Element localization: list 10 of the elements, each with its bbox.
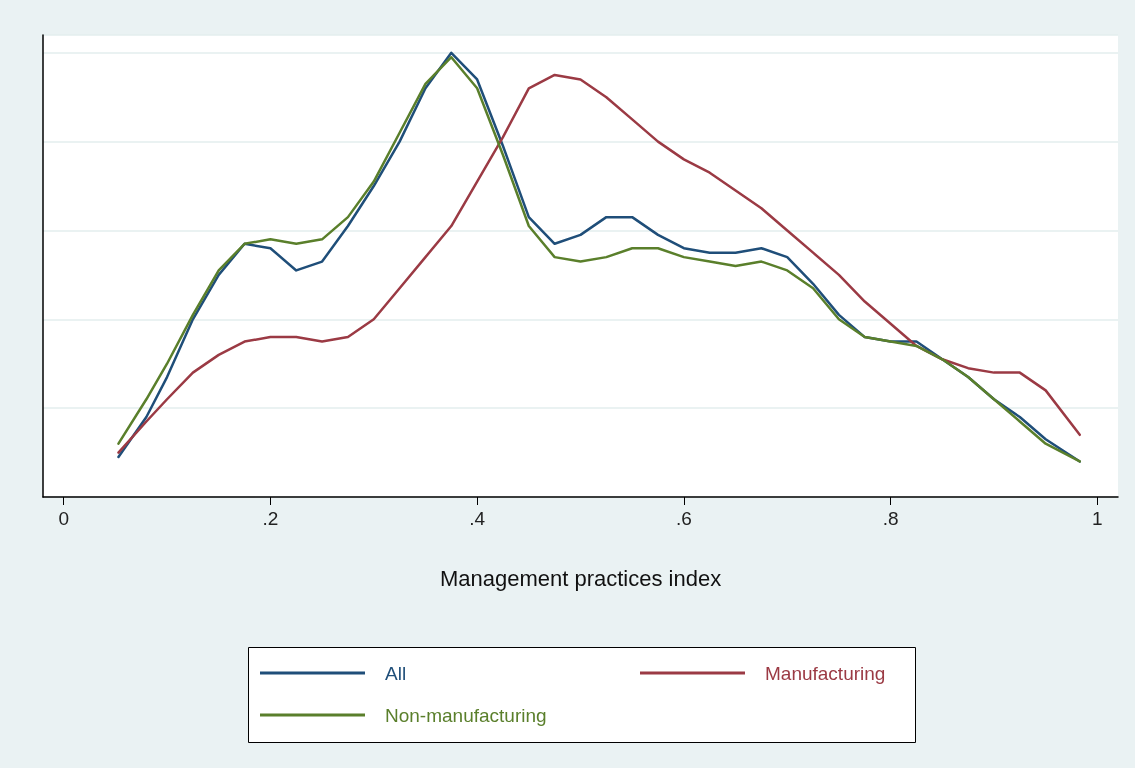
text: Non-manufacturing — [385, 704, 547, 726]
x-tick-label: .4 — [469, 508, 486, 529]
x-tick-label: 1 — [1092, 508, 1103, 529]
x-tick-label: .6 — [675, 508, 692, 529]
text: Manufacturing — [765, 662, 886, 684]
x-tick-label: .8 — [882, 508, 899, 529]
text: All — [385, 662, 407, 684]
x-tick-label: 0 — [58, 508, 69, 529]
x-axis-title: Management practices index — [439, 565, 722, 591]
x-tick-label: .2 — [262, 508, 279, 529]
